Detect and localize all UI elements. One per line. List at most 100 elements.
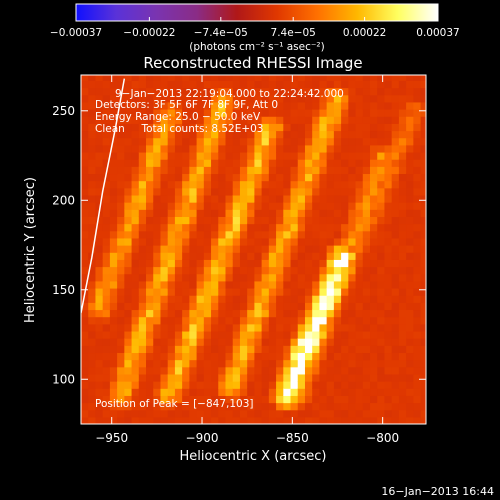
heatmap-cell xyxy=(398,123,407,132)
heatmap-cell xyxy=(146,287,154,296)
heatmap-cell xyxy=(131,388,140,396)
heatmap-cell xyxy=(211,373,219,382)
heatmap-cell xyxy=(391,130,400,139)
heatmap-cell xyxy=(218,316,227,325)
heatmap-cell xyxy=(283,259,292,268)
heatmap-cell xyxy=(391,223,400,232)
heatmap-cell xyxy=(326,94,335,103)
heatmap-cell xyxy=(290,323,299,332)
heatmap-cell xyxy=(283,144,292,153)
heatmap-cell xyxy=(370,416,378,424)
heatmap-cell xyxy=(196,323,205,332)
heatmap-cell xyxy=(174,366,183,375)
heatmap-cell xyxy=(211,316,219,325)
heatmap-cell xyxy=(239,230,248,239)
heatmap-cell xyxy=(225,87,234,96)
heatmap-cell xyxy=(276,366,284,375)
heatmap-cell xyxy=(312,409,321,418)
heatmap-cell xyxy=(362,180,371,189)
heatmap-cell xyxy=(196,116,205,124)
heatmap-cell xyxy=(341,316,349,325)
heatmap-cell xyxy=(203,338,212,346)
heatmap-cell xyxy=(406,330,414,339)
heatmap-cell xyxy=(146,237,154,246)
heatmap-cell xyxy=(218,75,227,81)
heatmap-cell xyxy=(268,137,277,146)
heatmap-cell xyxy=(413,209,422,217)
heatmap-cell xyxy=(109,345,118,354)
heatmap-cell xyxy=(391,180,400,189)
heatmap-cell xyxy=(117,316,125,325)
heatmap-cell xyxy=(109,159,118,167)
heatmap-cell xyxy=(312,259,321,268)
heatmap-cell xyxy=(413,87,422,96)
heatmap-cell xyxy=(341,180,349,189)
heatmap-cell xyxy=(131,123,140,132)
heatmap-cell xyxy=(398,109,407,117)
heatmap-cell xyxy=(268,359,277,368)
heatmap-cell xyxy=(406,116,414,124)
heatmap-cell xyxy=(232,216,241,225)
heatmap-cell xyxy=(211,302,219,311)
heatmap-cell xyxy=(420,209,426,217)
heatmap-cell xyxy=(174,194,183,203)
heatmap-cell xyxy=(348,80,357,89)
heatmap-cell xyxy=(167,116,176,124)
heatmap-cell xyxy=(239,381,248,389)
heatmap-cell xyxy=(218,388,227,396)
heatmap-cell xyxy=(117,359,125,368)
x-tick-label: −900 xyxy=(186,431,219,445)
heatmap-cell xyxy=(160,130,169,139)
heatmap-cell xyxy=(312,159,321,167)
heatmap-cell xyxy=(312,280,321,289)
heatmap-cell xyxy=(167,87,176,96)
heatmap-cell xyxy=(203,87,212,96)
heatmap-cell xyxy=(398,94,407,103)
heatmap-cell xyxy=(211,151,219,160)
heatmap-cell xyxy=(196,187,205,196)
heatmap-cell xyxy=(189,338,198,346)
heatmap-cell xyxy=(261,287,270,296)
heatmap-cell xyxy=(167,137,176,146)
heatmap-cell xyxy=(218,109,227,117)
heatmap-cell xyxy=(420,94,426,103)
heatmap-cell xyxy=(153,302,162,311)
heatmap-cell xyxy=(247,416,256,424)
heatmap-cell xyxy=(203,123,212,132)
heatmap-cell xyxy=(81,123,89,132)
heatmap-cell xyxy=(146,273,154,282)
heatmap-cell xyxy=(384,209,393,217)
heatmap-cell xyxy=(283,151,292,160)
heatmap-cell xyxy=(102,94,111,103)
heatmap-cell xyxy=(174,345,183,354)
heatmap-cell xyxy=(189,395,198,404)
heatmap-cell xyxy=(319,345,328,354)
heatmap-cell xyxy=(384,266,393,275)
heatmap-cell xyxy=(81,173,89,182)
heatmap-cell xyxy=(131,352,140,361)
heatmap-cell xyxy=(333,366,342,375)
heatmap-cell xyxy=(247,309,256,318)
heatmap-cell xyxy=(167,151,176,160)
heatmap-cell xyxy=(88,159,97,167)
heatmap-cell xyxy=(319,373,328,382)
heatmap-cell xyxy=(384,409,393,418)
heatmap-cell xyxy=(333,202,342,210)
heatmap-cell xyxy=(326,381,335,389)
heatmap-cell xyxy=(283,416,292,424)
heatmap-cell xyxy=(384,87,393,96)
heatmap-cell xyxy=(268,202,277,210)
heatmap-cell xyxy=(341,101,349,110)
heatmap-cell xyxy=(124,366,133,375)
heatmap-cell xyxy=(146,173,154,182)
heatmap-cell xyxy=(261,302,270,311)
heatmap-cell xyxy=(95,302,104,311)
heatmap-cell xyxy=(398,266,407,275)
heatmap-cell xyxy=(290,295,299,303)
heatmap-cell xyxy=(370,159,378,167)
heatmap-cell xyxy=(355,252,364,260)
heatmap-cell xyxy=(239,316,248,325)
heatmap-cell xyxy=(138,409,147,418)
heatmap-cell xyxy=(218,166,227,175)
heatmap-cell xyxy=(146,252,154,260)
